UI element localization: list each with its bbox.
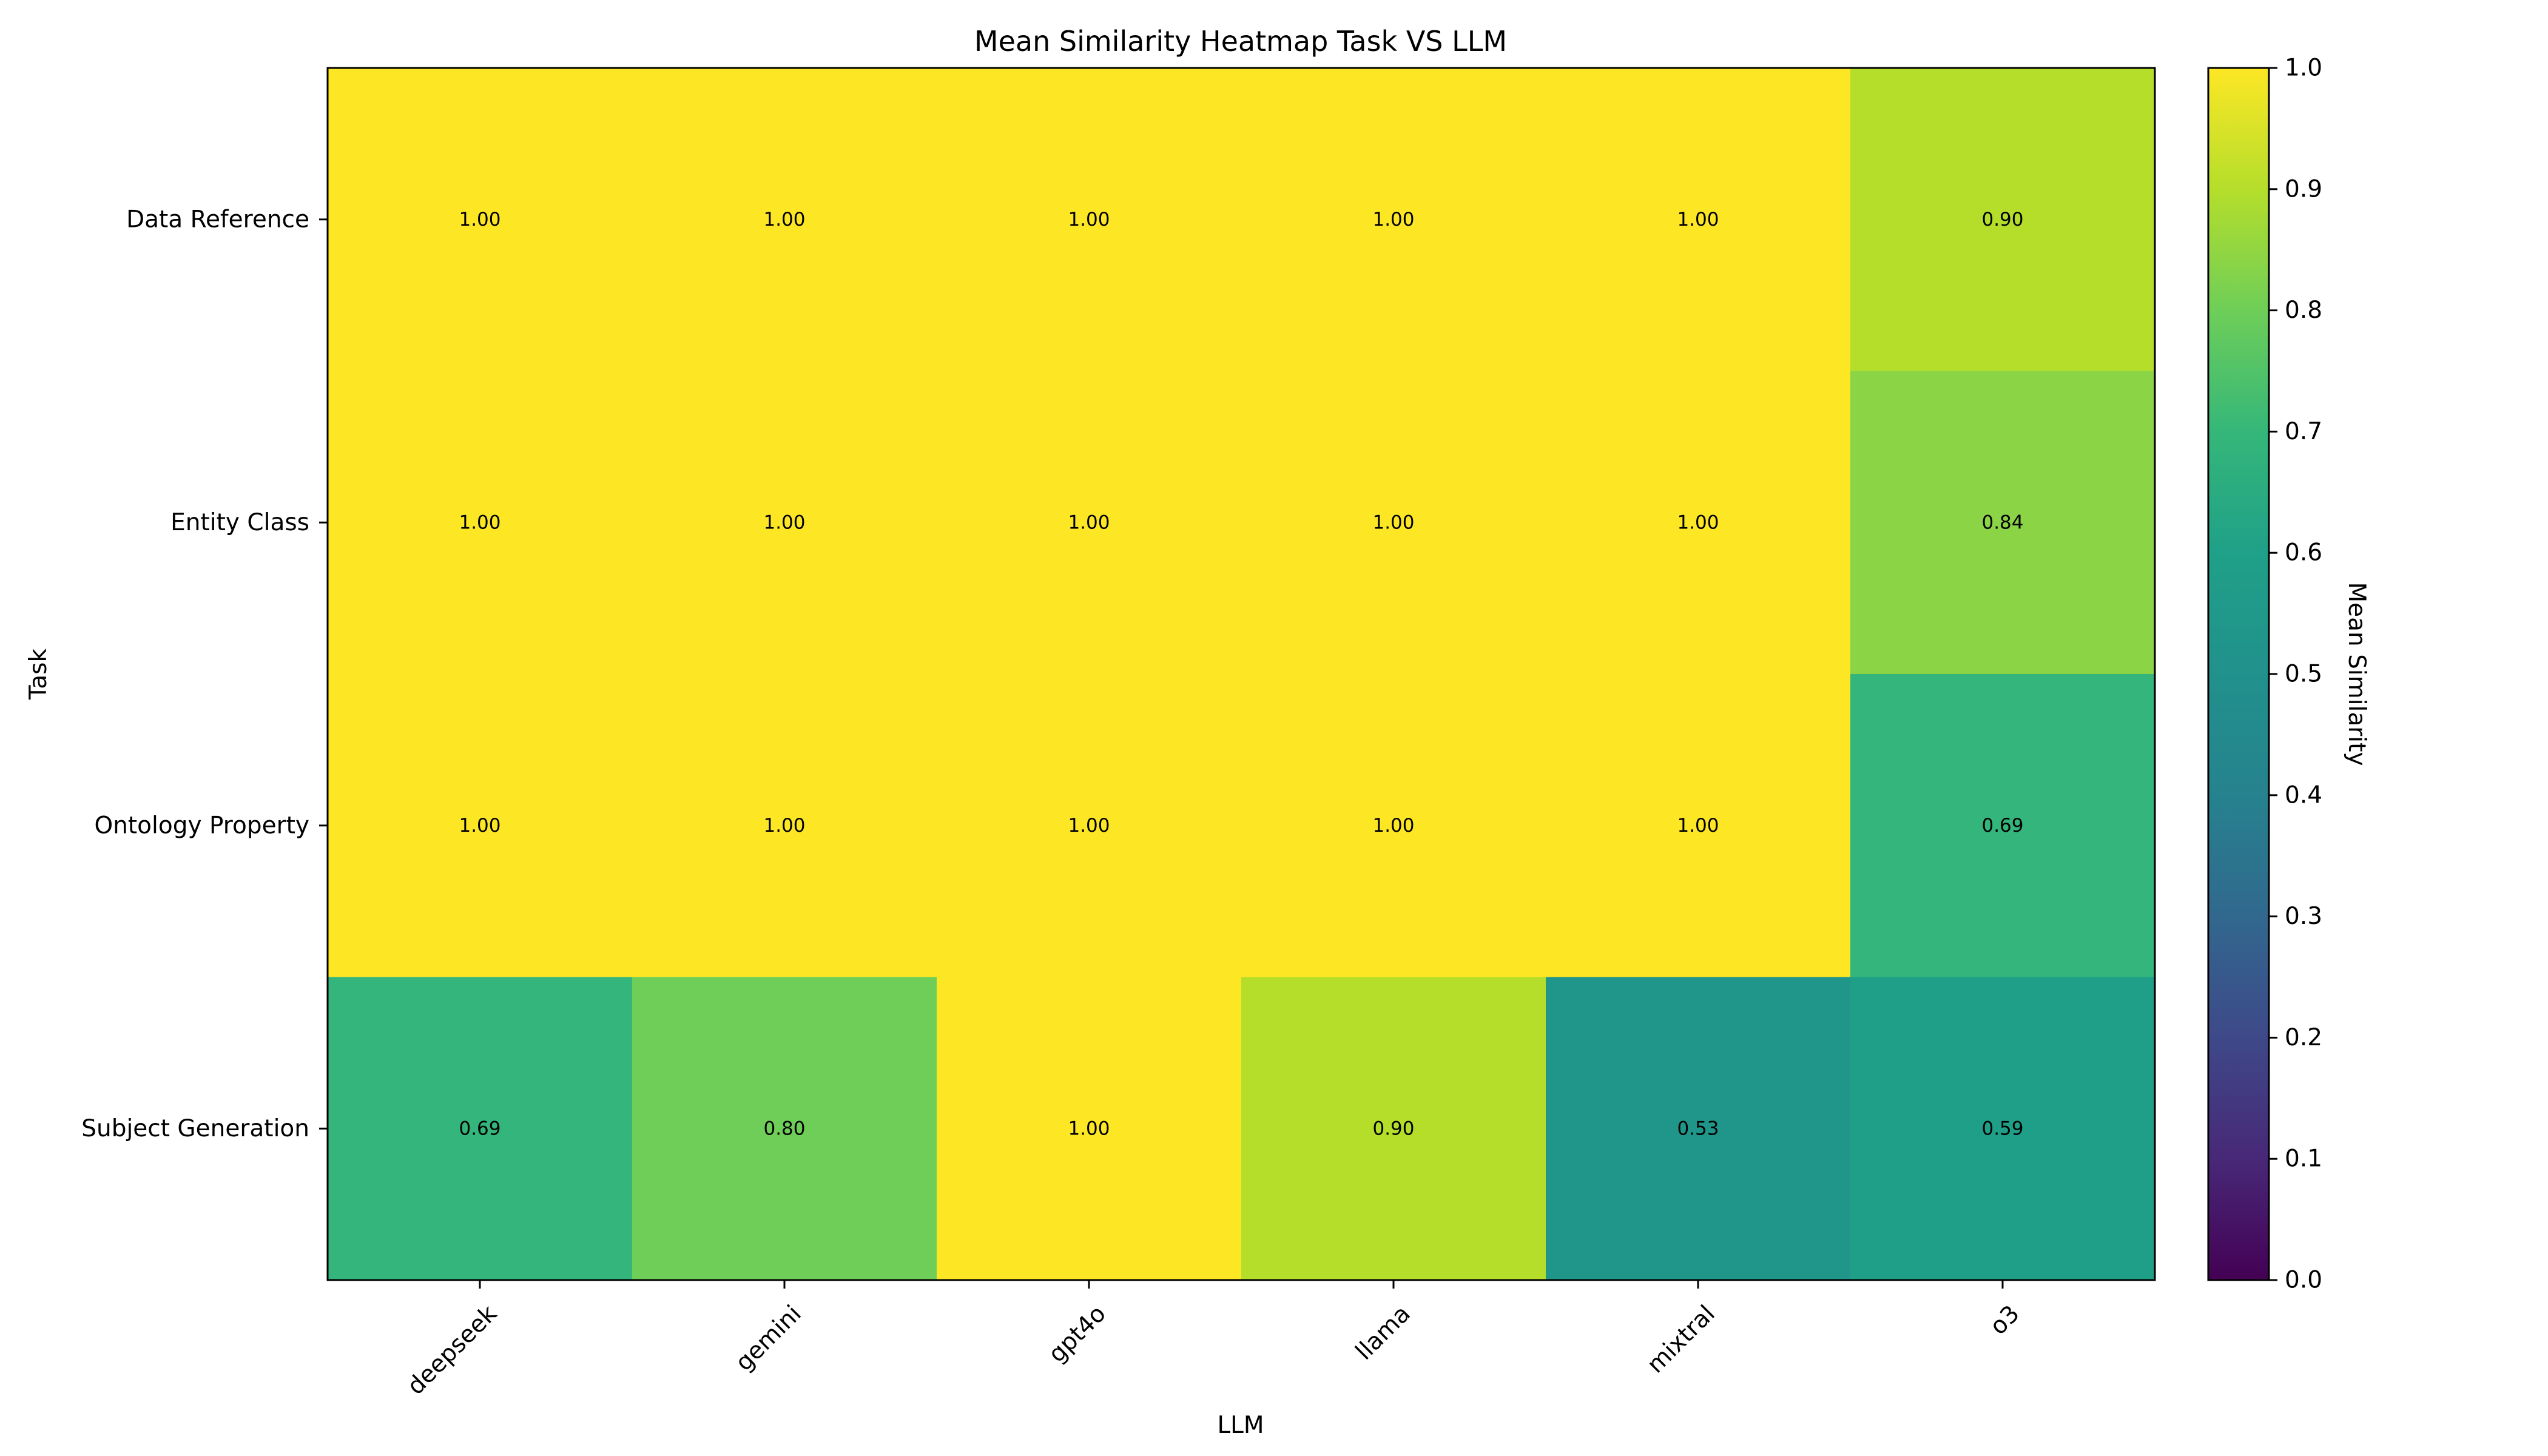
cell-value-label: 1.00 [763,511,805,533]
y-tick-label: Ontology Property [94,812,309,839]
x-axis-ticks: deepseek gemini gpt4o llama mixtral o3 [402,1280,2025,1400]
heatmap-cell [1241,977,1546,1281]
heatmap-cell [937,674,1242,977]
cell-value-label: 1.00 [1372,209,1414,231]
y-tick-label: Subject Generation [81,1115,309,1142]
heatmap-cell [1850,371,2155,675]
y-axis-ticks: Data Reference Entity Class Ontology Prope… [81,206,328,1142]
colorbar-tick-label: 0.6 [2285,539,2322,567]
colorbar-tick-label: 0.9 [2285,175,2322,203]
cell-value-label: 1.00 [1068,815,1110,837]
cell-value-label: 0.53 [1677,1117,1719,1139]
colorbar-tick-label: 0.2 [2285,1024,2322,1051]
y-axis-label: Task [25,649,52,701]
cell-value-label: 0.69 [459,1117,500,1139]
cell-value-label: 1.00 [1372,511,1414,533]
cell-value-label: 1.00 [763,815,805,837]
heatmap-cell [1546,674,1851,977]
cell-value-label: 1.00 [1068,511,1110,533]
chart-title: Mean Similarity Heatmap Task VS LLM [974,25,1507,58]
x-tick-label: deepseek [402,1300,502,1400]
cell-value-label: 1.00 [459,815,500,837]
cell-value-label: 1.00 [1068,1117,1110,1139]
colorbar-label: Mean Similarity [2343,582,2370,766]
colorbar-tick-label: 0.4 [2285,781,2322,809]
heatmap-cell [937,371,1242,675]
cell-value-label: 0.90 [1372,1117,1414,1139]
x-tick-label: o3 [1985,1300,2025,1340]
heatmap-cell [937,977,1242,1281]
x-tick-label: gpt4o [1043,1300,1111,1368]
cell-value-label: 1.00 [459,511,500,533]
x-axis-label: LLM [1217,1412,1264,1439]
cell-value-label: 1.00 [1677,511,1719,533]
cell-value-label: 1.00 [763,209,805,231]
x-tick-label: llama [1350,1300,1416,1366]
heatmap-cell [328,371,633,675]
colorbar-tick-label: 0.1 [2285,1145,2322,1173]
heatmap-cell [1850,674,2155,977]
colorbar-tick-label: 0.0 [2285,1267,2322,1294]
heatmap-cell [1546,977,1851,1281]
heatmap-cell [1241,371,1546,675]
cell-value-label: 1.00 [459,209,500,231]
heatmap-cell [328,68,633,371]
heatmap-cell [937,68,1242,371]
heatmap-cell [1850,977,2155,1281]
heatmap-cell [1850,68,2155,371]
heatmap-cell [1546,371,1851,675]
cell-value-label: 0.84 [1981,511,2023,533]
heatmap-cell [632,674,937,977]
heatmap-cell [328,977,633,1281]
heatmap-cell [1546,68,1851,371]
plot-frame [326,67,2156,1281]
x-tick-label: mixtral [1642,1300,1720,1378]
cell-value-label: 1.00 [1677,815,1719,837]
colorbar-tick-label: 0.5 [2285,661,2322,688]
colorbar-tick-label: 0.3 [2285,903,2322,930]
heatmap-cell [1241,68,1546,371]
cell-value-label: 0.69 [1981,815,2023,837]
heatmap-cell [632,68,937,371]
colorbar [2207,67,2270,1281]
y-tick-label: Data Reference [126,206,309,233]
cell-value-label: 1.00 [1677,209,1719,231]
cell-value-label: 0.80 [763,1117,805,1139]
colorbar-tick-label: 0.8 [2285,297,2322,324]
colorbar-tick-label: 0.7 [2285,418,2322,445]
heatmap-cell [632,977,937,1281]
cell-value-label: 1.00 [1372,815,1414,837]
y-tick-label: Entity Class [170,509,309,536]
cell-value-label: 1.00 [1068,209,1110,231]
heatmap-cell-labels: 1.00 1.00 1.00 1.00 1.00 0.90 1.00 1.00 1.00 1.00… [459,209,2023,1140]
cell-value-label: 0.59 [1981,1117,2023,1139]
x-tick-label: gemini [730,1300,807,1377]
heatmap-cell [632,371,937,675]
cell-value-label: 0.90 [1981,209,2023,231]
heatmap-cell [328,674,633,977]
heatmap-cell [1241,674,1546,977]
heatmap-cells [328,68,2155,1281]
colorbar-tick-label: 1.0 [2285,55,2322,82]
colorbar-ticks: 0.0 0.1 0.2 0.3 0.4 0.5 0.6 0.7 0.8 0.9 1.0 [2269,55,2322,1294]
